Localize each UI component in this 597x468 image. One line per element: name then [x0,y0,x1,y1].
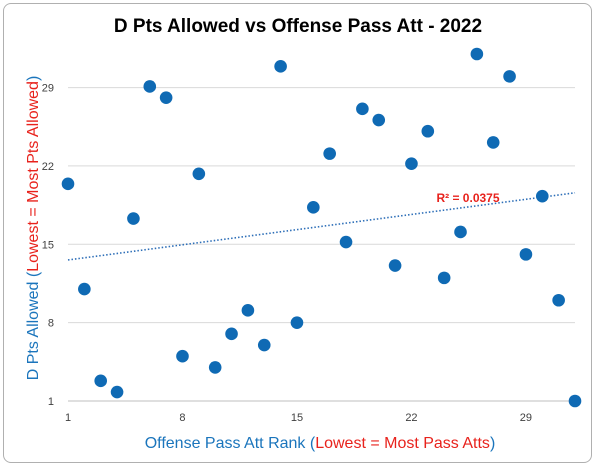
data-point [454,226,467,239]
y-tick-label: 1 [48,396,54,408]
x-tick-label: 22 [405,412,417,424]
y-tick-label: 8 [48,318,54,330]
data-point [242,304,255,317]
data-point [62,178,75,191]
y-axis-label-highlight: Lowest = Most Pts Allowed [25,81,42,272]
x-tick-label: 15 [291,412,303,424]
grid-lines [68,88,575,323]
data-point [372,114,385,127]
data-point [569,395,582,408]
y-axis-label-prefix: D Pts Allowed ( [25,271,42,380]
data-point [520,248,533,261]
data-point [405,157,418,170]
x-tick-label: 1 [65,412,71,424]
x-tick-label: 8 [179,412,185,424]
data-point [438,272,451,285]
data-point [503,70,516,83]
x-axis-label-suffix: ) [490,435,495,452]
data-point [94,375,107,388]
tick-labels: 1 8 15 22 29 1 8 15 22 29 [42,83,532,424]
chart-title: D Pts Allowed vs Offense Pass Att - 2022 [114,16,482,37]
y-tick-label: 29 [42,83,54,95]
data-point [536,190,549,203]
data-point [323,147,336,160]
data-point [127,212,140,225]
data-point [291,316,304,329]
data-point [160,91,173,104]
data-point [487,136,500,149]
y-axis-label: D Pts Allowed (Lowest = Most Pts Allowed… [25,76,42,381]
data-point [471,48,484,61]
data-point [389,259,402,272]
data-point [552,294,565,307]
data-point [356,103,369,116]
data-point [176,350,189,363]
data-point [209,361,222,374]
y-tick-label: 22 [42,161,54,173]
r-squared-annotation: R² = 0.0375 [436,191,499,205]
y-tick-label: 15 [42,239,54,251]
data-point [307,201,320,214]
data-points [62,48,582,408]
data-point [422,125,435,138]
x-axis-label-prefix: Offense Pass Att Rank ( [145,435,316,452]
x-axis-label: Offense Pass Att Rank (Lowest = Most Pas… [145,435,496,452]
data-point [193,167,206,180]
data-point [111,386,124,399]
data-point [78,283,91,296]
data-point [143,80,156,93]
data-point [258,339,271,352]
data-point [274,60,287,73]
data-point [340,236,353,249]
x-tick-label: 29 [520,412,532,424]
y-axis-label-suffix: ) [25,76,42,81]
data-point [225,328,238,341]
x-axis-label-highlight: Lowest = Most Pass Atts [315,435,490,452]
